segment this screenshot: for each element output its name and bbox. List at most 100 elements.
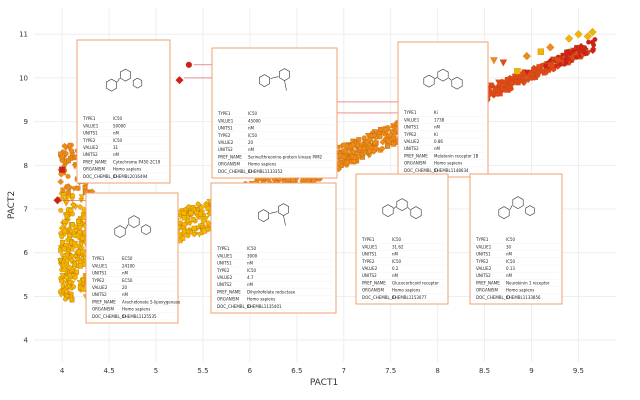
- card-field-key: DOC_CHEMBL_ID: [217, 304, 251, 309]
- card-field-key: VALUE2: [83, 145, 99, 150]
- data-point: [361, 135, 367, 141]
- molecule-ring: [437, 68, 449, 82]
- data-point: [524, 69, 531, 76]
- data-point: [341, 142, 347, 148]
- data-point: [66, 264, 73, 271]
- card-field-value: 3900: [247, 253, 258, 258]
- data-point: [65, 142, 73, 149]
- x-tick-label: 9: [529, 367, 533, 375]
- card-field-value: IC50: [392, 259, 402, 264]
- data-point: [522, 51, 531, 61]
- card-field-value: Dihydrofolate reductase: [247, 289, 296, 294]
- molecule-ring: [141, 224, 151, 235]
- card-frame: [76, 39, 171, 184]
- card-field-value: 4.7: [247, 275, 254, 280]
- card-field-value: 30: [506, 244, 512, 249]
- card-field-key: TYPE2: [91, 278, 105, 283]
- data-point: [205, 220, 211, 226]
- data-point: [499, 59, 508, 67]
- data-point: [59, 166, 66, 173]
- data-point: [530, 68, 537, 74]
- card-field-key: UNITS2: [404, 146, 419, 151]
- card-field-key: UNITS2: [218, 147, 233, 152]
- y-tick-label: 11: [19, 31, 28, 39]
- card-field-value: EC50: [122, 256, 133, 261]
- data-point: [58, 207, 64, 213]
- card-field-value: nM: [113, 152, 120, 157]
- card-field-key: TYPE1: [475, 237, 489, 242]
- data-point: [570, 47, 577, 54]
- molecule-ring: [525, 205, 535, 216]
- card-field-value: nM: [434, 125, 441, 130]
- x-tick-label: 4: [60, 367, 65, 375]
- data-point: [372, 144, 380, 152]
- data-point: [488, 91, 495, 97]
- card-field-key: UNITS2: [476, 273, 491, 278]
- card-field-value: 31: [113, 145, 119, 150]
- card-field-key: UNITS2: [217, 282, 232, 287]
- molecule-ring: [258, 74, 271, 87]
- data-point: [379, 138, 386, 146]
- molecule-ring: [498, 206, 510, 219]
- card-field-key: ORGANISM: [404, 161, 426, 166]
- data-point: [76, 203, 84, 211]
- card-field-key: TYPE1: [91, 256, 105, 261]
- data-point: [204, 227, 211, 233]
- data-point: [57, 258, 64, 264]
- card-field-value: nM: [392, 273, 399, 278]
- data-point: [67, 233, 72, 238]
- data-point: [65, 173, 71, 179]
- card-field-value: Arachidonate 5-lipoxygenase: [122, 299, 181, 304]
- card-field-key: TYPE2: [82, 138, 96, 143]
- data-point: [72, 242, 79, 249]
- card-field-key: DOC_CHEMBL_ID: [362, 295, 396, 300]
- data-point: [581, 50, 589, 57]
- card-field-value: nM: [122, 271, 129, 276]
- axes: PACT1 PACT2 4 4.5 5 5.5 6 6.5 7 7.5 8 8.5 9 9.5 4 5 6 7…: [7, 31, 584, 388]
- annotation-card-melatonin: TYPE1 Ki VALUE1 1738 UNITS1 nM TYPE2 Ki VALUE2 0.…: [397, 41, 489, 178]
- data-point: [68, 208, 74, 214]
- annotation-card-lipoxygenase: TYPE1 EC50 VALUE1 24100 UNITS1 nM TYPE2 EC50 VAL…: [85, 192, 181, 324]
- card-field-value: nM: [506, 273, 513, 278]
- card-field-value: Melatonin receptor 1B: [434, 153, 479, 158]
- y-tick-label: 9: [24, 118, 28, 126]
- card-field-value: Homo sapiens: [247, 297, 275, 302]
- data-point: [180, 235, 186, 241]
- y-tick-label: 10: [19, 74, 28, 82]
- data-point: [61, 227, 68, 234]
- data-point: [53, 196, 62, 205]
- data-point: [544, 69, 551, 76]
- card-field-key: TYPE1: [361, 237, 375, 242]
- data-point: [72, 261, 78, 267]
- card-field-value: 0.13: [506, 266, 515, 271]
- card-field-value: Homo sapiens: [392, 288, 420, 293]
- data-point: [58, 171, 65, 178]
- y-tick-label: 6: [24, 249, 29, 257]
- data-point: [190, 216, 196, 222]
- data-point: [71, 274, 79, 281]
- data-point: [72, 228, 79, 234]
- card-field-key: VALUE1: [476, 244, 492, 249]
- data-point: [182, 221, 188, 227]
- data-point: [588, 27, 597, 37]
- x-tick-label: 6.5: [291, 367, 302, 375]
- card-frame: [355, 173, 449, 305]
- molecule-ring: [114, 225, 126, 238]
- card-field-value: Cytochrome P450 2C19: [113, 159, 161, 164]
- data-point: [191, 225, 197, 231]
- card-field-value: nM: [248, 147, 255, 152]
- card-field-value: IC50: [506, 259, 516, 264]
- card-field-value: nM: [122, 292, 129, 297]
- data-point: [59, 273, 66, 279]
- y-tick-label: 8: [24, 162, 28, 170]
- card-field-key: TYPE1: [217, 111, 231, 116]
- data-point: [492, 87, 498, 93]
- card-field-key: PREF_NAME: [476, 280, 500, 285]
- card-frame: [211, 47, 338, 179]
- card-field-value: CHEMBL1125535: [122, 314, 157, 319]
- card-field-key: TYPE2: [361, 259, 375, 264]
- card-field-value: Homo sapiens: [113, 167, 141, 172]
- card-field-key: ORGANISM: [362, 288, 384, 293]
- molecule-ring: [257, 209, 270, 222]
- data-point: [373, 129, 379, 136]
